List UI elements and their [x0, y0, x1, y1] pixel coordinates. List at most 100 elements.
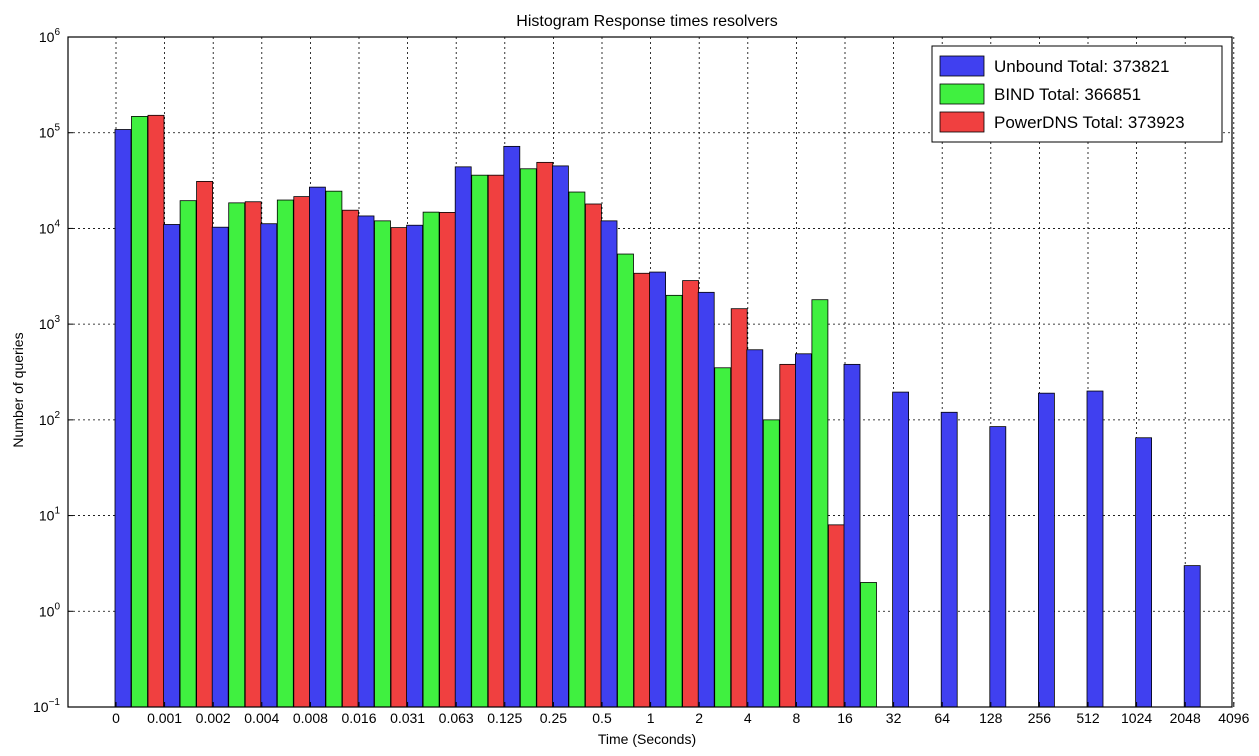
y-tick-base: 10 [39, 29, 55, 45]
x-tick-label: 0.25 [540, 710, 567, 726]
bar-powerdns [536, 161, 554, 708]
bar-unbound [843, 363, 861, 708]
x-tick-label: 256 [1028, 710, 1052, 726]
x-tick-label: 0.031 [390, 710, 425, 726]
x-tick-label: 0.125 [487, 710, 522, 726]
x-tick-label: 0.008 [293, 710, 328, 726]
y-tick-exponent: 4 [54, 218, 60, 229]
bar-unbound [260, 223, 278, 708]
bar-bind [762, 419, 780, 708]
bar-unbound [454, 166, 472, 708]
bar-bind [179, 200, 197, 708]
bar-bind [519, 168, 537, 708]
bar-unbound [989, 426, 1007, 708]
bar-powerdns [633, 272, 651, 708]
bar-bind [714, 367, 732, 708]
y-tick-base: 10 [39, 603, 55, 619]
bar-unbound [1086, 390, 1104, 708]
bar-bind [665, 294, 683, 708]
bar-unbound [795, 353, 812, 708]
legend-label: Unbound Total: 373821 [994, 57, 1170, 76]
bar-unbound [697, 291, 715, 708]
x-tick-label: 0.016 [341, 710, 376, 726]
bar-unbound [114, 129, 132, 708]
bar-unbound [892, 391, 909, 708]
x-tick-label: 0.001 [147, 710, 182, 726]
bar-unbound [163, 224, 181, 708]
bar-bind [568, 191, 586, 708]
bar-unbound [1038, 392, 1055, 708]
x-axis-label: Time (Seconds) [598, 731, 696, 747]
y-tick-base: 10 [39, 220, 55, 236]
y-tick-base: 10 [33, 699, 49, 715]
x-tick-label: 2 [695, 710, 703, 726]
x-tick-label: 0 [112, 710, 120, 726]
bar-powerdns [147, 114, 165, 708]
legend-swatch [939, 55, 985, 77]
y-tick-exponent: 0 [54, 601, 60, 612]
bar-unbound [746, 349, 764, 708]
x-tick-label: 0.004 [244, 710, 279, 726]
y-tick-label: 101 [39, 506, 61, 524]
x-tick-label: 16 [837, 710, 853, 726]
legend-label: BIND Total: 366851 [994, 85, 1141, 104]
bar-powerdns [828, 524, 845, 708]
x-tick-label: 0.002 [196, 710, 231, 726]
bar-bind [422, 211, 440, 708]
y-tick-label: 104 [39, 218, 61, 236]
bar-bind [131, 116, 148, 708]
bars [114, 114, 1201, 708]
bar-powerdns [196, 180, 214, 708]
bar-powerdns [779, 363, 797, 708]
legend-label: PowerDNS Total: 373923 [994, 113, 1185, 132]
bar-unbound [503, 145, 521, 708]
bar-powerdns [439, 212, 457, 708]
y-tick-label: 10−1 [33, 697, 60, 715]
y-tick-label: 100 [39, 601, 61, 619]
bar-bind [325, 190, 343, 708]
y-tick-exponent: 3 [54, 314, 60, 325]
bar-unbound [406, 224, 424, 708]
bar-unbound [552, 165, 569, 708]
bar-bind [860, 582, 877, 708]
x-tick-label: 32 [886, 710, 902, 726]
bar-bind [374, 220, 391, 708]
bar-unbound [1135, 437, 1152, 708]
bar-powerdns [293, 196, 311, 708]
y-tick-base: 10 [39, 125, 55, 141]
x-tick-label: 1 [647, 710, 655, 726]
y-tick-base: 10 [39, 316, 55, 332]
bar-unbound [308, 186, 326, 708]
x-tick-label: 4096 [1218, 710, 1249, 726]
y-tick-exponent: 1 [54, 506, 60, 517]
bar-unbound [357, 215, 375, 708]
y-tick-label: 103 [39, 314, 61, 332]
x-tick-label: 2048 [1170, 710, 1201, 726]
x-tick-label: 128 [979, 710, 1003, 726]
bar-bind [617, 253, 634, 708]
bar-powerdns [682, 280, 699, 708]
y-tick-exponent: 6 [54, 27, 60, 38]
bar-bind [276, 199, 294, 708]
x-tick-label: 0.5 [592, 710, 612, 726]
legend: Unbound Total: 373821 BIND Total: 366851 P… [931, 45, 1223, 143]
y-tick-base: 10 [39, 508, 55, 524]
bar-unbound [649, 271, 666, 708]
bar-powerdns [585, 203, 602, 708]
x-tick-label: 512 [1076, 710, 1100, 726]
y-tick-exponent: −1 [49, 697, 61, 708]
bar-powerdns [341, 209, 359, 708]
bar-unbound [600, 220, 618, 708]
y-tick-exponent: 5 [54, 123, 60, 134]
chart-title: Histogram Response times resolvers [516, 13, 777, 30]
bar-unbound [211, 226, 229, 708]
bar-powerdns [390, 227, 408, 708]
x-tick-label: 0.063 [439, 710, 474, 726]
bar-bind [471, 174, 489, 708]
y-tick-label: 102 [39, 410, 61, 428]
bar-bind [811, 299, 829, 708]
legend-swatch [939, 111, 985, 133]
